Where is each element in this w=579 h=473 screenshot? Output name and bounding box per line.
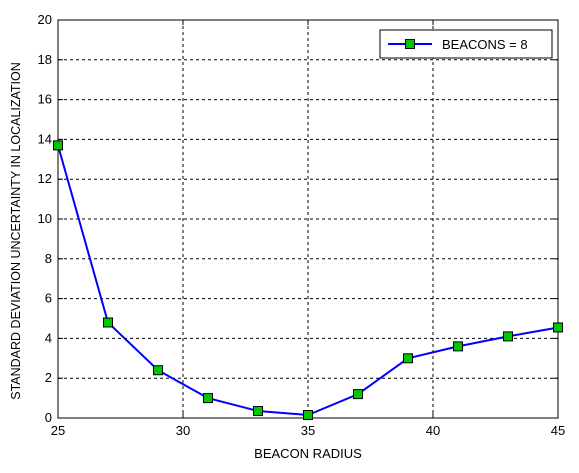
legend-marker-square bbox=[405, 39, 415, 49]
legend: BEACONS = 8 bbox=[379, 29, 553, 59]
series-layer bbox=[53, 140, 563, 421]
data-point-marker bbox=[53, 140, 63, 151]
data-point-marker bbox=[453, 341, 463, 352]
y-tick-label: 8 bbox=[45, 251, 52, 266]
x-tick-label: 35 bbox=[301, 423, 315, 438]
y-tick-label: 20 bbox=[38, 12, 52, 27]
y-tick-label: 14 bbox=[38, 131, 52, 146]
x-tick-label: 40 bbox=[426, 423, 440, 438]
data-point-marker bbox=[153, 365, 163, 376]
y-tick-label: 16 bbox=[38, 92, 52, 107]
y-tick-label: 6 bbox=[45, 291, 52, 306]
y-tick-label: 12 bbox=[38, 171, 52, 186]
legend-entry-label: BEACONS = 8 bbox=[442, 37, 528, 52]
y-axis-label: STANDARD DEVIATION UNCERTAINTY IN LOCALI… bbox=[9, 62, 23, 400]
axis-ticks: 25 30 35 40 45 0 2 4 6 8 10 12 14 16 18 20 bbox=[38, 12, 566, 438]
data-point-marker bbox=[403, 353, 413, 364]
data-point-marker bbox=[503, 331, 513, 342]
y-tick-label: 10 bbox=[38, 211, 52, 226]
grid-lines bbox=[58, 20, 558, 418]
y-tick-label: 2 bbox=[45, 370, 52, 385]
x-axis-label: BEACON RADIUS bbox=[254, 446, 362, 461]
y-tick-label: 4 bbox=[45, 330, 52, 345]
data-point-marker bbox=[253, 406, 263, 417]
data-point-marker bbox=[553, 322, 563, 333]
x-tick-label: 25 bbox=[51, 423, 65, 438]
data-point-marker bbox=[303, 410, 313, 421]
x-tick-label: 30 bbox=[176, 423, 190, 438]
y-tick-label: 18 bbox=[38, 52, 52, 67]
data-point-marker bbox=[353, 389, 363, 400]
y-tick-label: 0 bbox=[45, 410, 52, 425]
data-point-marker bbox=[203, 393, 213, 404]
x-tick-label: 45 bbox=[551, 423, 565, 438]
data-point-marker bbox=[103, 317, 113, 328]
